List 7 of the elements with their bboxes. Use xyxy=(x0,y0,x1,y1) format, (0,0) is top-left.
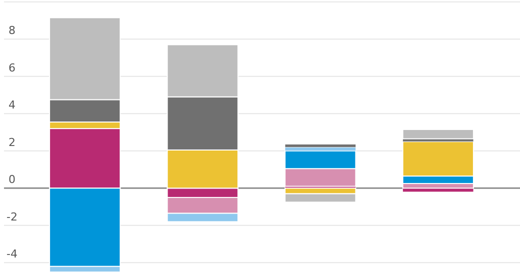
y-tick-label: 0 xyxy=(8,173,16,186)
y-tick-label: 4 xyxy=(8,98,16,112)
y-tick-label: 8 xyxy=(8,24,16,38)
y-tick-label: 2 xyxy=(8,136,16,149)
y-tick-label: -2 xyxy=(6,210,18,224)
y-tick-label: -4 xyxy=(6,248,18,261)
y-tick-label: 6 xyxy=(8,61,16,74)
